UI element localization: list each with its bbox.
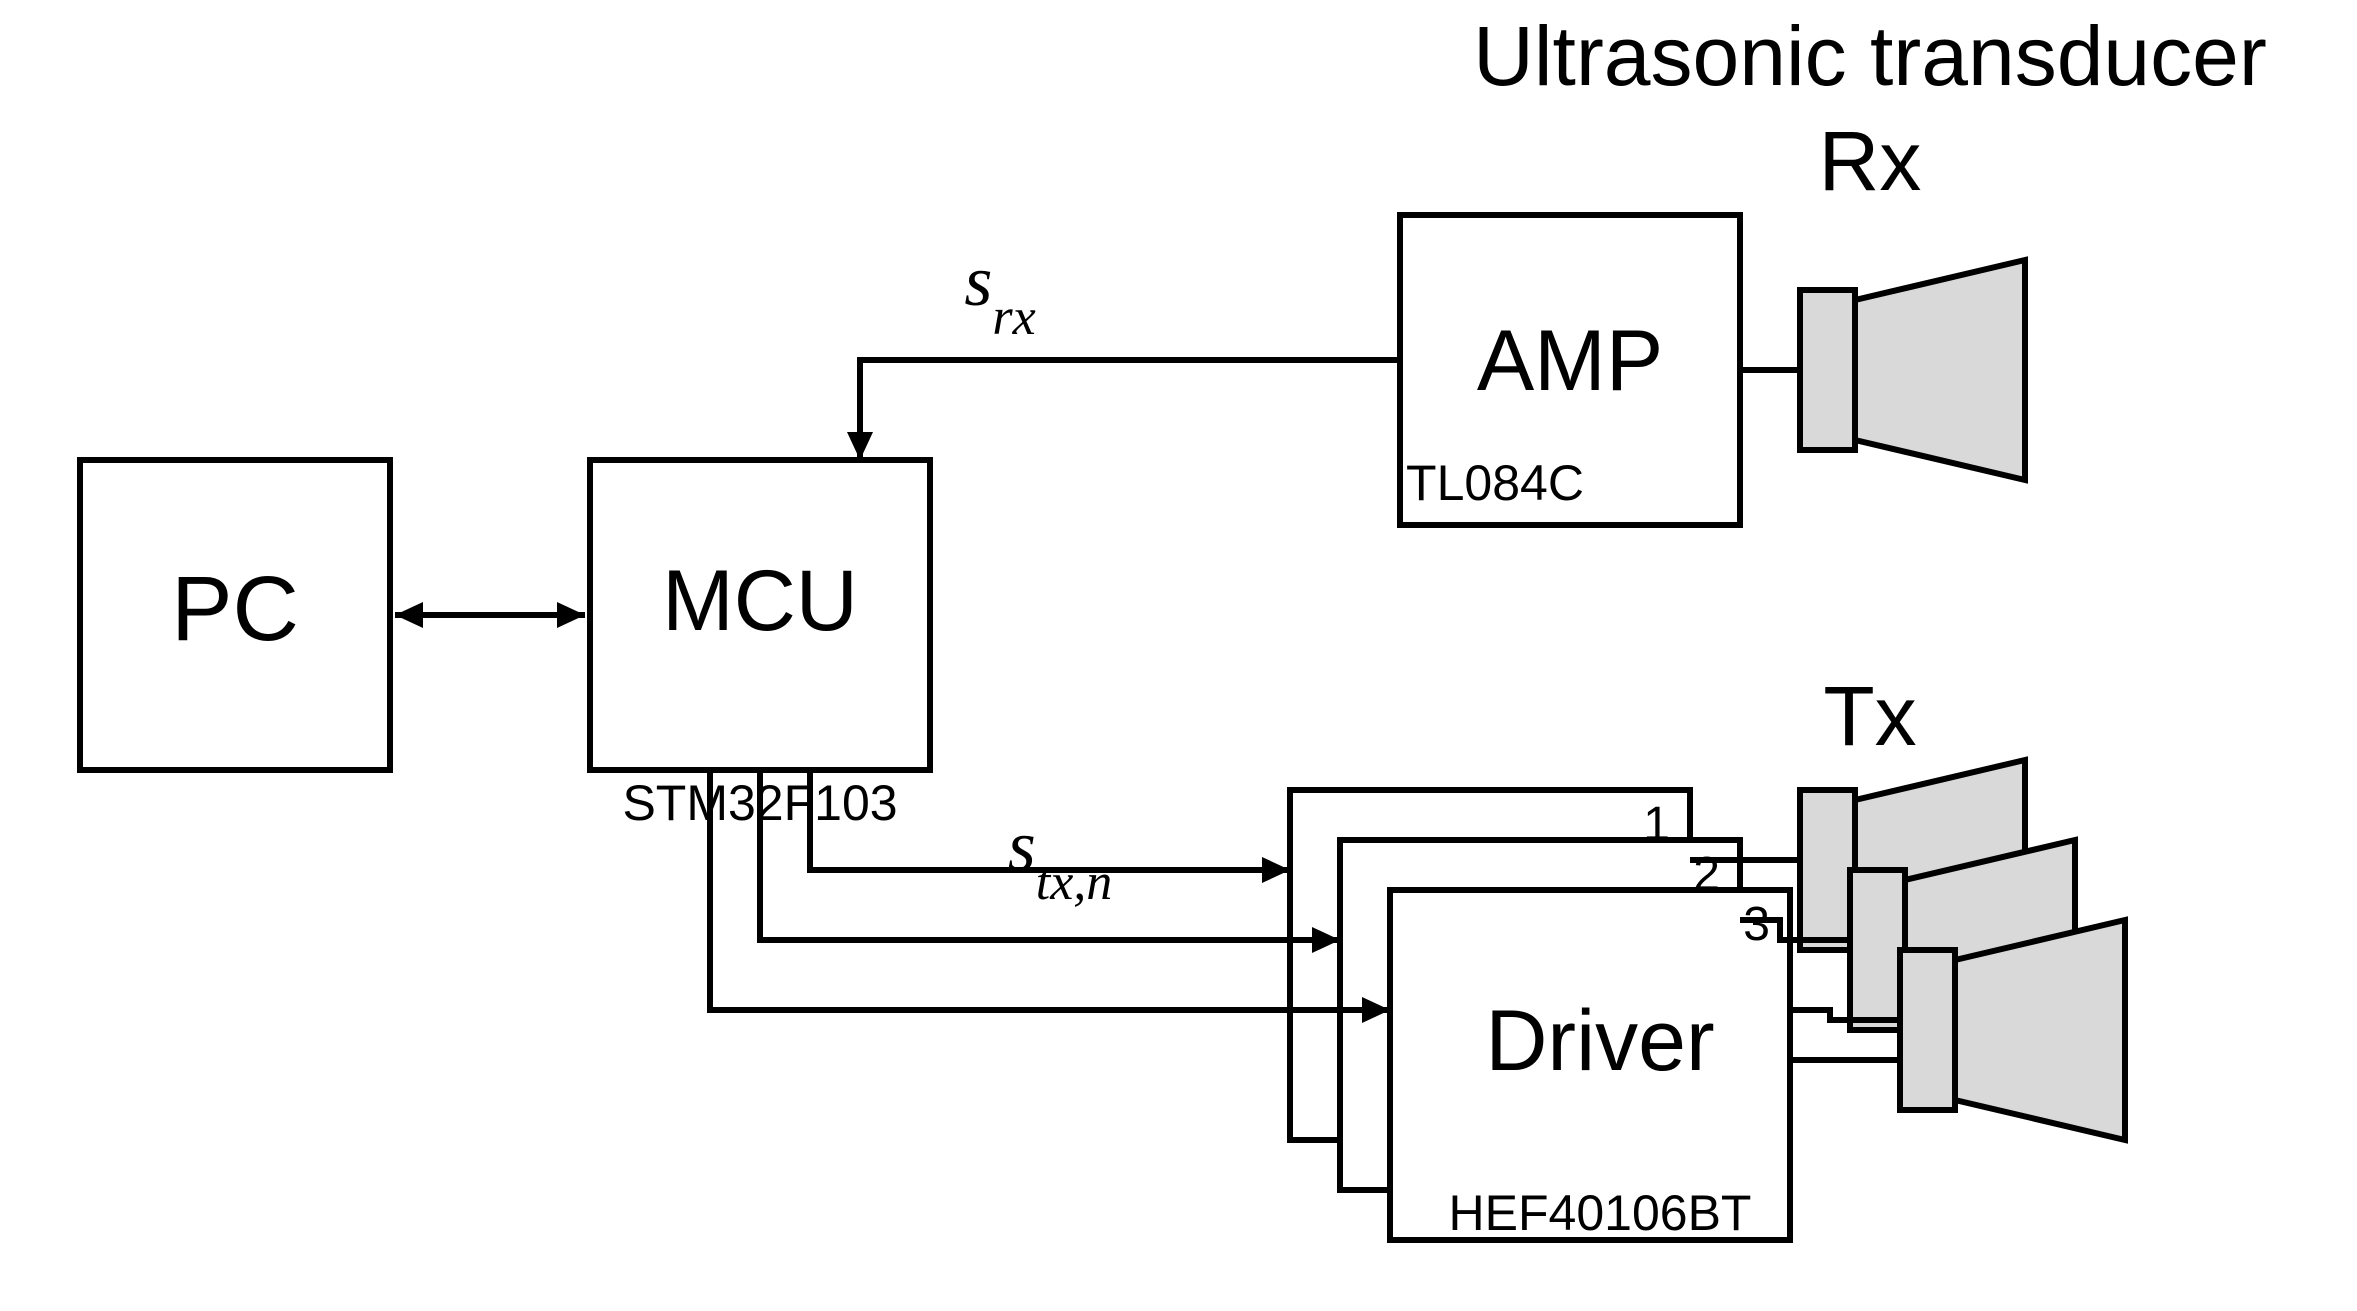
block-amp-sublabel: TL084C [1406,455,1584,511]
block-driver-sublabel: HEF40106BT [1449,1185,1752,1241]
block-driver-number-3: 3 [1743,898,1770,951]
transducer-tx3-horn [1955,920,2125,1140]
block-diagram: Ultrasonic transducerRxTxPCMCUSTM32F103A… [0,0,2357,1311]
block-mcu-label: MCU [662,553,858,649]
transducer-tx2-body [1850,870,1905,1030]
block-pc-label: PC [171,558,299,660]
label-tx: Tx [1823,669,1916,763]
transducer-tx1-body [1800,790,1855,950]
block-amp-label: AMP [1477,313,1663,409]
block-driver-label: Driver [1485,993,1714,1089]
title-ultrasonic-transducer: Ultrasonic transducer [1473,9,2267,103]
transducer-rx-body [1800,290,1855,450]
transducer-tx3-body [1900,950,1955,1110]
transducer-rx-horn [1855,260,2025,480]
label-rx: Rx [1819,114,1922,208]
